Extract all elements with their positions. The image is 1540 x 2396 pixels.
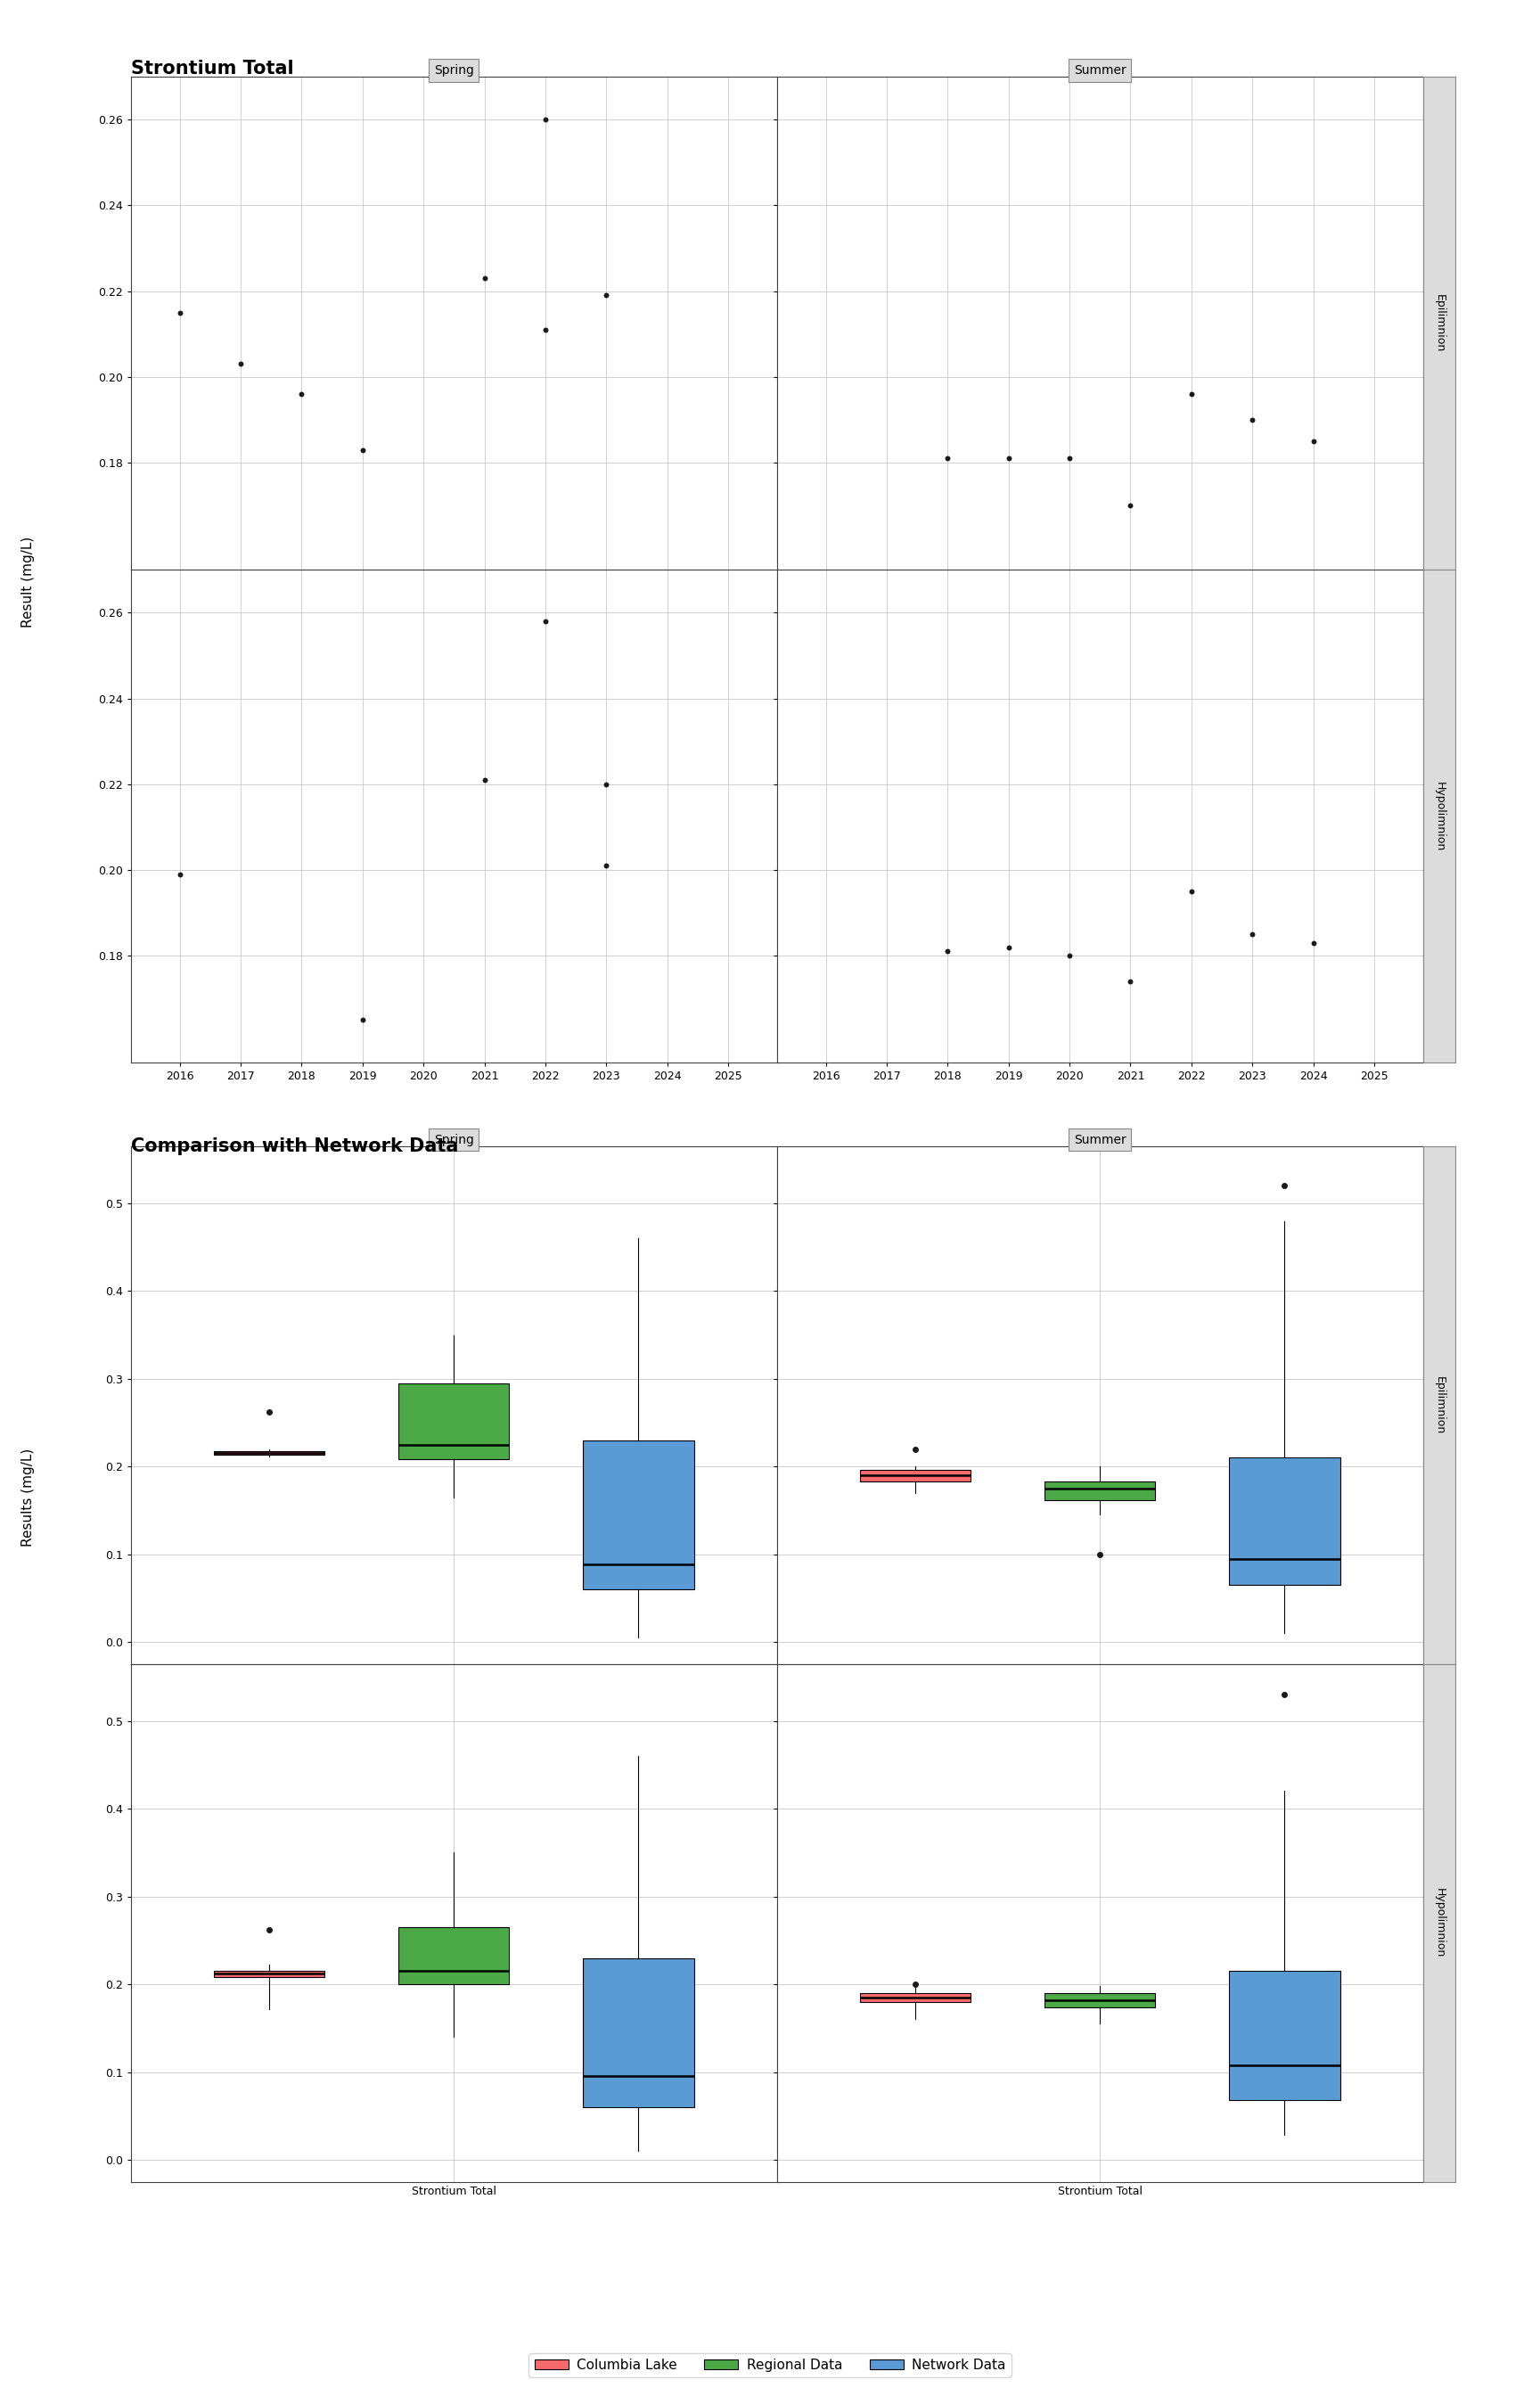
PathPatch shape <box>1044 1993 1155 2008</box>
Title: Spring: Spring <box>434 1133 474 1145</box>
Text: Strontium Total: Strontium Total <box>131 60 294 77</box>
Point <box>935 438 959 477</box>
Point <box>533 101 557 139</box>
Title: Summer: Summer <box>1073 65 1126 77</box>
PathPatch shape <box>1229 1972 1340 2099</box>
PathPatch shape <box>859 1471 970 1481</box>
Point <box>350 431 374 470</box>
Point <box>1180 374 1204 412</box>
Point <box>473 762 497 800</box>
Text: Epilimnion: Epilimnion <box>1434 295 1445 352</box>
Point <box>1301 422 1326 460</box>
Text: Hypolimnion: Hypolimnion <box>1434 1888 1445 1958</box>
Point <box>1180 872 1204 910</box>
Point <box>594 846 619 884</box>
Point <box>168 292 192 331</box>
Text: Hypolimnion: Hypolimnion <box>1434 781 1445 851</box>
PathPatch shape <box>1229 1457 1340 1584</box>
Text: Result (mg/L): Result (mg/L) <box>22 537 34 628</box>
Point <box>1056 438 1081 477</box>
PathPatch shape <box>399 1926 510 1984</box>
Point <box>350 1002 374 1040</box>
Point <box>1118 963 1143 1002</box>
Point <box>1240 400 1264 438</box>
Point <box>935 932 959 970</box>
Title: Summer: Summer <box>1073 1133 1126 1145</box>
Point <box>473 259 497 297</box>
PathPatch shape <box>214 1452 325 1454</box>
Point <box>1056 937 1081 975</box>
Point <box>996 927 1021 966</box>
Point <box>594 276 619 314</box>
Point <box>533 311 557 350</box>
Text: Results (mg/L): Results (mg/L) <box>22 1447 34 1548</box>
Title: Spring: Spring <box>434 65 474 77</box>
Point <box>168 855 192 894</box>
Point <box>290 374 314 412</box>
Point <box>996 438 1021 477</box>
Point <box>533 601 557 640</box>
Text: Comparison with Network Data: Comparison with Network Data <box>131 1138 459 1155</box>
PathPatch shape <box>584 1440 695 1589</box>
PathPatch shape <box>214 1972 325 1977</box>
PathPatch shape <box>859 1993 970 2001</box>
Point <box>1240 915 1264 954</box>
PathPatch shape <box>584 1958 695 2106</box>
Point <box>228 345 253 383</box>
Point <box>594 764 619 803</box>
Point <box>1301 925 1326 963</box>
PathPatch shape <box>399 1382 510 1459</box>
PathPatch shape <box>1044 1481 1155 1500</box>
Point <box>1118 486 1143 525</box>
Text: Epilimnion: Epilimnion <box>1434 1375 1445 1435</box>
Legend: Columbia Lake, Regional Data, Network Data: Columbia Lake, Regional Data, Network Da… <box>528 2353 1012 2377</box>
